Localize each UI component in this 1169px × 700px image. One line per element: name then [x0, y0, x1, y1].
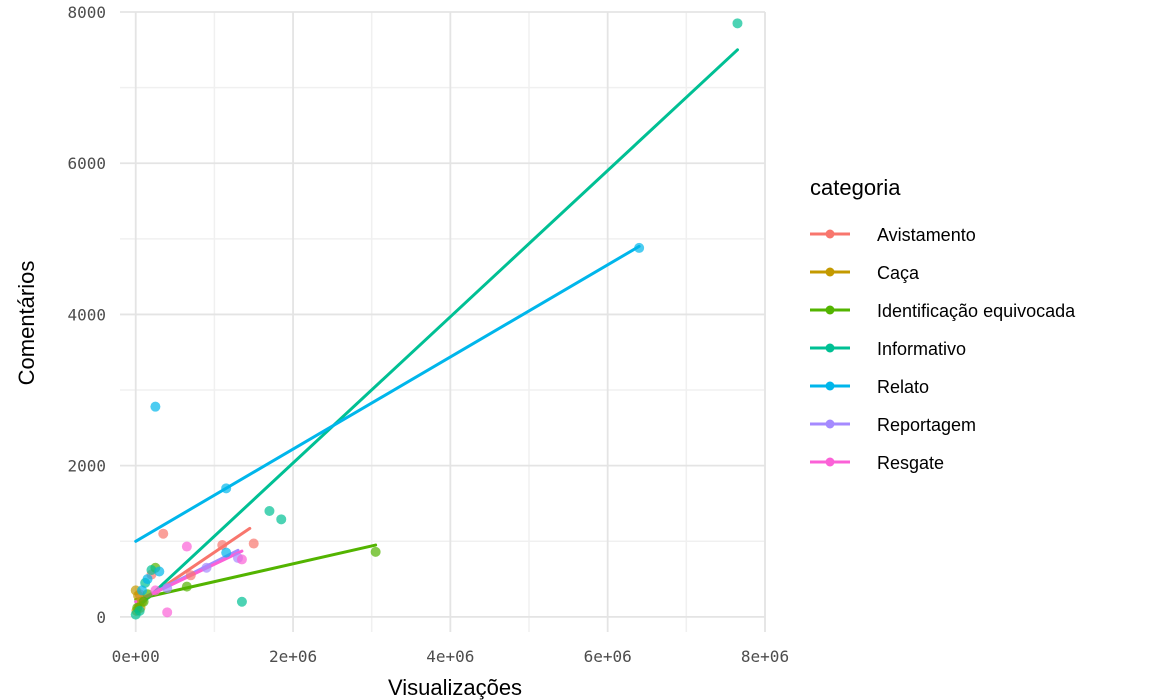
legend-key-point: [825, 229, 835, 239]
legend-key-point: [825, 457, 835, 467]
x-tick-label: 4e+06: [426, 647, 474, 666]
point-informativo: [236, 596, 247, 607]
legend-item-caca: Caça: [810, 263, 920, 283]
legend-key-point: [825, 343, 835, 353]
y-tick-label: 8000: [67, 3, 106, 22]
point-resgate: [150, 585, 161, 596]
legend-label: Resgate: [877, 453, 944, 473]
point-informativo: [130, 609, 141, 620]
trend-line-informativo: [134, 48, 739, 611]
legend-item-identificacao-equivocada: Identificação equivocada: [810, 301, 1076, 321]
legend-item-reportagem: Reportagem: [810, 415, 976, 435]
legend-item-resgate: Resgate: [810, 453, 944, 473]
point-informativo: [732, 18, 743, 29]
legend-key-point: [825, 267, 835, 277]
legend-item-informativo: Informativo: [810, 339, 966, 359]
point-relato: [150, 401, 161, 412]
point-reportagem: [162, 583, 173, 594]
y-axis-ticks: 0 2000 4000 6000 8000: [67, 3, 106, 627]
point-relato: [137, 585, 148, 596]
y-axis-title: Comentários: [14, 261, 39, 386]
x-tick-label: 6e+06: [584, 647, 632, 666]
legend-key-point: [825, 305, 835, 315]
legend-label: Informativo: [877, 339, 966, 359]
point-resgate: [236, 554, 247, 565]
legend-title: categoria: [810, 175, 901, 200]
x-axis-title: Visualizações: [388, 675, 522, 700]
y-tick-label: 0: [96, 608, 106, 627]
point-avistamento: [185, 570, 196, 581]
point-informativo: [264, 506, 275, 517]
data-points: [130, 18, 743, 620]
legend-label: Reportagem: [877, 415, 976, 435]
point-resgate: [181, 541, 192, 552]
point-identificacao-equivocada: [181, 581, 192, 592]
x-tick-label: 0e+00: [112, 647, 160, 666]
legend-key-point: [825, 381, 835, 391]
legend-item-avistamento: Avistamento: [810, 225, 976, 245]
trend-line-identificacao-equivocada: [134, 543, 378, 601]
trend-line-relato: [134, 244, 641, 543]
point-avistamento: [158, 528, 169, 539]
y-tick-label: 2000: [67, 457, 106, 476]
trend-lines: [134, 48, 739, 611]
point-identificacao-equivocada: [138, 596, 149, 607]
point-relato: [142, 574, 153, 585]
x-tick-label: 2e+06: [269, 647, 317, 666]
point-reportagem: [201, 562, 212, 573]
point-informativo: [276, 514, 287, 525]
y-tick-label: 6000: [67, 154, 106, 173]
legend-label: Identificação equivocada: [877, 301, 1076, 321]
point-identificacao-equivocada: [370, 546, 381, 557]
y-tick-label: 4000: [67, 305, 106, 324]
x-axis-ticks: 0e+00 2e+06 4e+06 6e+06 8e+06: [112, 647, 789, 666]
legend-label: Caça: [877, 263, 920, 283]
point-relato: [221, 483, 232, 494]
point-resgate: [162, 607, 173, 618]
point-relato: [634, 242, 645, 253]
grid: [120, 11, 766, 632]
point-avistamento: [217, 540, 228, 551]
legend-label: Relato: [877, 377, 929, 397]
point-informativo: [146, 565, 157, 575]
legend-label: Avistamento: [877, 225, 976, 245]
point-relato: [221, 547, 232, 558]
point-relato: [154, 566, 165, 577]
legend-key-point: [825, 419, 835, 429]
legend: categoria Avistamento Caça Identificação e…: [810, 175, 1076, 473]
x-tick-label: 8e+06: [741, 647, 789, 666]
legend-item-relato: Relato: [810, 377, 929, 397]
point-avistamento: [248, 538, 259, 549]
